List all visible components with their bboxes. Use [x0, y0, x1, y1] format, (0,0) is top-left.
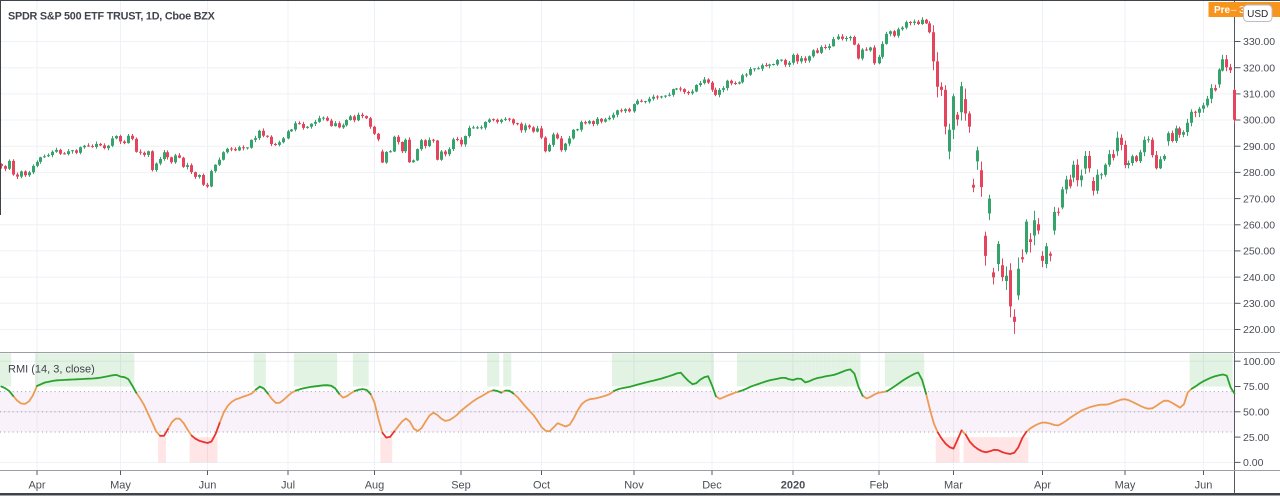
svg-text:230.00: 230.00 — [1243, 298, 1275, 310]
svg-text:Apr: Apr — [1034, 480, 1051, 492]
svg-text:50.00: 50.00 — [1243, 407, 1269, 419]
svg-text:100.00: 100.00 — [1243, 356, 1275, 368]
svg-text:320.00: 320.00 — [1243, 62, 1275, 74]
svg-text:300.00: 300.00 — [1243, 115, 1275, 127]
svg-text:290.00: 290.00 — [1243, 141, 1275, 153]
svg-text:Jun: Jun — [1195, 480, 1213, 492]
svg-text:Dec: Dec — [702, 480, 722, 492]
svg-text:25.00: 25.00 — [1243, 432, 1269, 444]
svg-text:Nov: Nov — [624, 480, 644, 492]
svg-text:May: May — [1115, 480, 1136, 492]
svg-text:260.00: 260.00 — [1243, 220, 1275, 232]
svg-text:Sep: Sep — [451, 480, 471, 492]
svg-text:0.00: 0.00 — [1243, 457, 1264, 469]
svg-text:Jul: Jul — [281, 480, 295, 492]
svg-text:Mar: Mar — [944, 480, 963, 492]
svg-text:SPDR S&P 500 ETF TRUST, 1D, Cb: SPDR S&P 500 ETF TRUST, 1D, Cboe BZX — [8, 11, 216, 23]
svg-text:240.00: 240.00 — [1243, 272, 1275, 284]
svg-text:310.00: 310.00 — [1243, 89, 1275, 101]
svg-text:Jun: Jun — [199, 480, 217, 492]
svg-text:Oct: Oct — [533, 480, 550, 492]
svg-text:Apr: Apr — [28, 480, 45, 492]
svg-text:Aug: Aug — [365, 480, 385, 492]
svg-text:280.00: 280.00 — [1243, 167, 1275, 179]
svg-text:220.00: 220.00 — [1243, 324, 1275, 336]
svg-text:USD: USD — [1247, 9, 1268, 20]
svg-text:Pre: Pre — [1214, 5, 1231, 16]
svg-text:330.00: 330.00 — [1243, 36, 1275, 48]
svg-text:May: May — [110, 480, 131, 492]
svg-text:Feb: Feb — [870, 480, 889, 492]
svg-text:270.00: 270.00 — [1243, 193, 1275, 205]
svg-text:RMI (14, 3, close): RMI (14, 3, close) — [8, 364, 95, 376]
svg-text:250.00: 250.00 — [1243, 246, 1275, 258]
svg-text:75.00: 75.00 — [1243, 381, 1269, 393]
svg-text:–: – — [1231, 5, 1237, 16]
svg-text:3: 3 — [1239, 5, 1245, 16]
svg-text:2020: 2020 — [781, 480, 805, 492]
